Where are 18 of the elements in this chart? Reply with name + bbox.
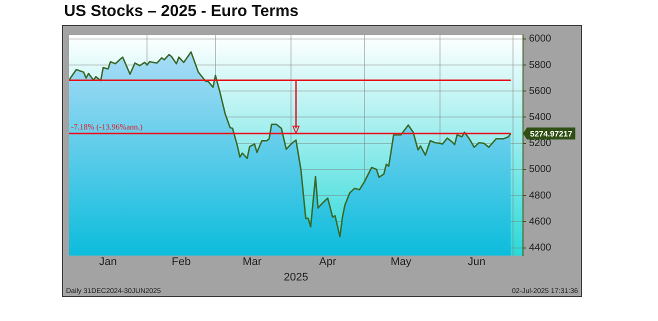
- y-tick-label: 6000: [529, 34, 552, 45]
- x-axis-title: 2025: [284, 271, 308, 284]
- y-tick-label: 5600: [529, 86, 552, 97]
- x-tick-label: Feb: [172, 256, 191, 268]
- x-tick-label: May: [390, 256, 412, 268]
- x-tick-label: Jun: [468, 256, 486, 268]
- y-tick-label: 5000: [529, 164, 552, 176]
- y-tick-label: 4800: [529, 190, 552, 202]
- y-tick-label: 4400: [529, 242, 552, 254]
- x-tick-label: Apr: [319, 256, 337, 268]
- annotation: 5274.97217: [530, 129, 573, 138]
- y-tick-label: 5400: [529, 112, 552, 123]
- ref-line-label: -7.18% (-13.96%ann.): [71, 122, 143, 132]
- y-tick-label: 4600: [529, 216, 552, 228]
- x-tick-label: Mar: [242, 256, 262, 268]
- x-tick-label: Jan: [99, 256, 117, 268]
- chart-title: US Stocks – 2025 - Euro Terms: [64, 3, 298, 21]
- y-tick-label: 5800: [529, 60, 552, 71]
